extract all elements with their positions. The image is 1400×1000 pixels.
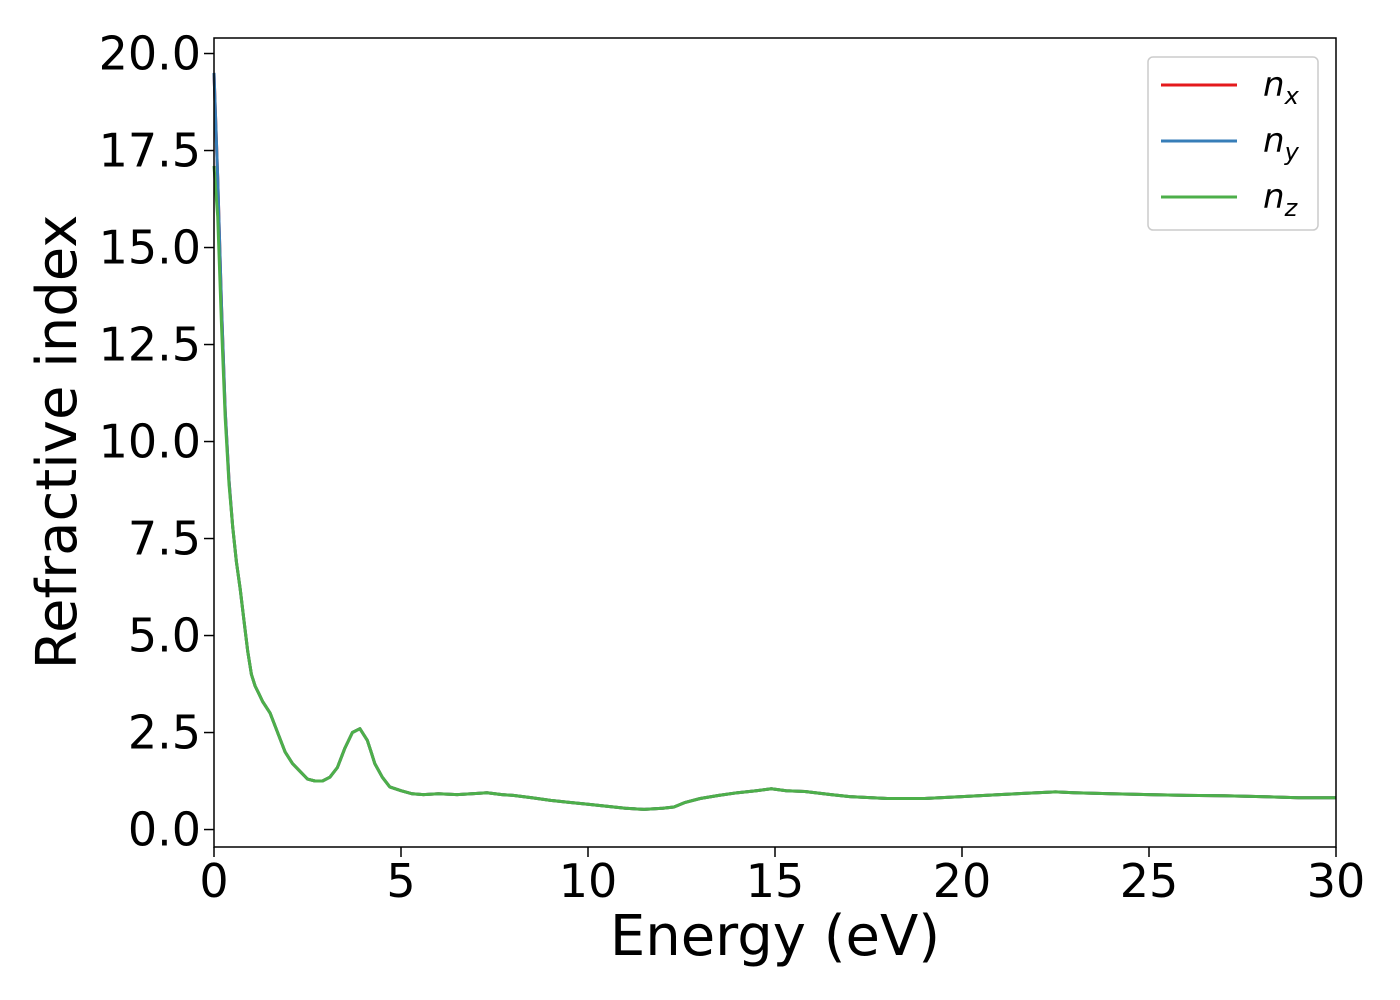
y-axis-ticks: 0.0 2.5 5.0 7.5 10.0 12.5 15.0 17.5 20.0	[99, 27, 214, 857]
x-tick-label: 15	[746, 854, 805, 908]
series-layer	[212, 72, 1336, 811]
y-tick-label: 12.5	[99, 318, 201, 372]
y-axis-label: Refractive index	[25, 215, 90, 670]
x-tick-label: 5	[386, 854, 415, 908]
y-tick-label: 15.0	[99, 221, 201, 275]
y-tick-label: 10.0	[99, 415, 201, 469]
x-tick-label: 10	[559, 854, 618, 908]
x-tick-label: 30	[1307, 854, 1366, 908]
y-tick-label: 20.0	[99, 27, 201, 81]
x-tick-label: 20	[933, 854, 992, 908]
y-tick-label: 0.0	[128, 803, 201, 857]
y-tick-label: 7.5	[128, 512, 201, 566]
x-axis-ticks: 0 5 10 15 20 25 30	[199, 847, 1365, 908]
y-tick-label: 2.5	[128, 706, 201, 760]
legend-label-z: nz	[1263, 177, 1299, 222]
x-tick-label: 0	[199, 854, 228, 908]
x-tick-label: 25	[1120, 854, 1179, 908]
series-line-z	[212, 165, 1336, 811]
x-axis-label: Energy (eV)	[610, 904, 940, 969]
y-tick-label: 5.0	[128, 609, 201, 663]
legend-label-y: ny	[1263, 121, 1300, 166]
legend-label-x: nx	[1263, 65, 1300, 110]
y-tick-label: 17.5	[99, 124, 201, 178]
legend-box	[1147, 56, 1319, 231]
legend: nx ny nz	[1147, 56, 1319, 231]
